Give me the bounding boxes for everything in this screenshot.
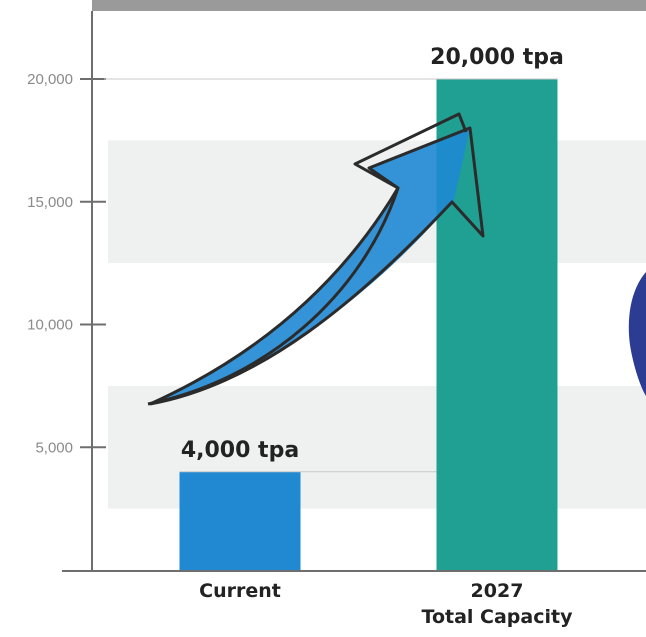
y-axis-ticks: 5,000 10,000 15,000 20,000 bbox=[27, 71, 106, 456]
category-label: Total Capacity bbox=[422, 606, 574, 628]
data-labels: 4,000 tpa 20,000 tpa bbox=[181, 45, 564, 463]
data-label: 4,000 tpa bbox=[181, 438, 299, 463]
badge-icon bbox=[628, 272, 646, 396]
category-label: Current bbox=[199, 580, 281, 602]
y-tick-label: 20,000 bbox=[27, 71, 73, 88]
y-tick-label: 10,000 bbox=[27, 317, 73, 334]
y-tick-label: 15,000 bbox=[27, 194, 73, 211]
bar bbox=[179, 471, 301, 570]
data-label: 20,000 tpa bbox=[430, 45, 564, 70]
growth-arrow-icon bbox=[147, 112, 485, 406]
category-labels: Current 2027 Total Capacity bbox=[199, 580, 573, 628]
header-strip bbox=[92, 0, 646, 11]
category-label: 2027 bbox=[471, 580, 524, 602]
y-tick-label: 5,000 bbox=[35, 439, 73, 456]
